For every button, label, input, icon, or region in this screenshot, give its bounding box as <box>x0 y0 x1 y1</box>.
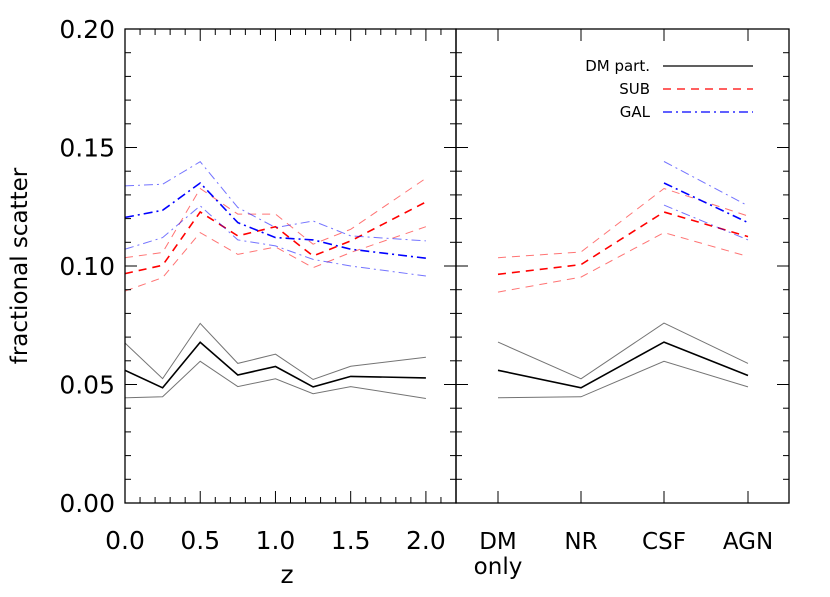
right-dm-part-median-line <box>497 341 749 389</box>
y-tick-label: 0.00 <box>59 489 115 518</box>
right-gal-upper-line <box>663 161 749 207</box>
left-gal-lower-line <box>124 205 426 277</box>
x-tick-label: 0.0 <box>105 526 145 555</box>
right-sub-lower-line <box>497 232 749 293</box>
right-dm-part-lower-line <box>497 360 749 399</box>
left-dm-part-lower-line <box>124 360 426 399</box>
left-sub-median-line <box>124 201 427 275</box>
x-tick-label: 2.0 <box>406 526 446 555</box>
right-sub-upper-line <box>497 187 749 259</box>
category-label: only <box>474 554 523 580</box>
right-panel-frame <box>455 28 790 504</box>
legend: DM part. SUB GAL <box>585 57 753 121</box>
left-sub-lower-line <box>124 226 427 292</box>
right-gal-median-line <box>663 182 749 224</box>
right-sub-median-line <box>497 211 749 276</box>
left-dm-part-upper-line <box>124 322 426 381</box>
left-gal-median-line <box>124 181 426 259</box>
x-tick-label: 1.0 <box>256 526 296 555</box>
legend-label: DM part. <box>585 57 650 75</box>
legend-label: GAL <box>620 103 651 121</box>
x-axis-label: z <box>280 560 293 589</box>
category-label: AGN <box>723 529 773 555</box>
y-tick-label: 0.20 <box>59 15 115 44</box>
left-panel-frame <box>124 28 457 504</box>
x-tick-label: 0.5 <box>180 526 220 555</box>
right-dm-part-upper-line <box>497 322 749 380</box>
y-tick-label: 0.10 <box>59 252 115 281</box>
left-dm-part-median-line <box>124 341 426 389</box>
category-label: NR <box>564 529 597 555</box>
legend-label: SUB <box>619 80 650 98</box>
x-tick-label: 1.5 <box>331 526 371 555</box>
left-gal-upper-line <box>124 161 426 242</box>
y-axis-label: fractional scatter <box>7 167 33 364</box>
y-tick-label: 0.15 <box>59 134 115 163</box>
category-label: DM <box>479 529 517 555</box>
right-gal-lower-line <box>663 204 749 241</box>
category-label: CSF <box>642 529 686 555</box>
y-tick-label: 0.05 <box>59 371 115 400</box>
